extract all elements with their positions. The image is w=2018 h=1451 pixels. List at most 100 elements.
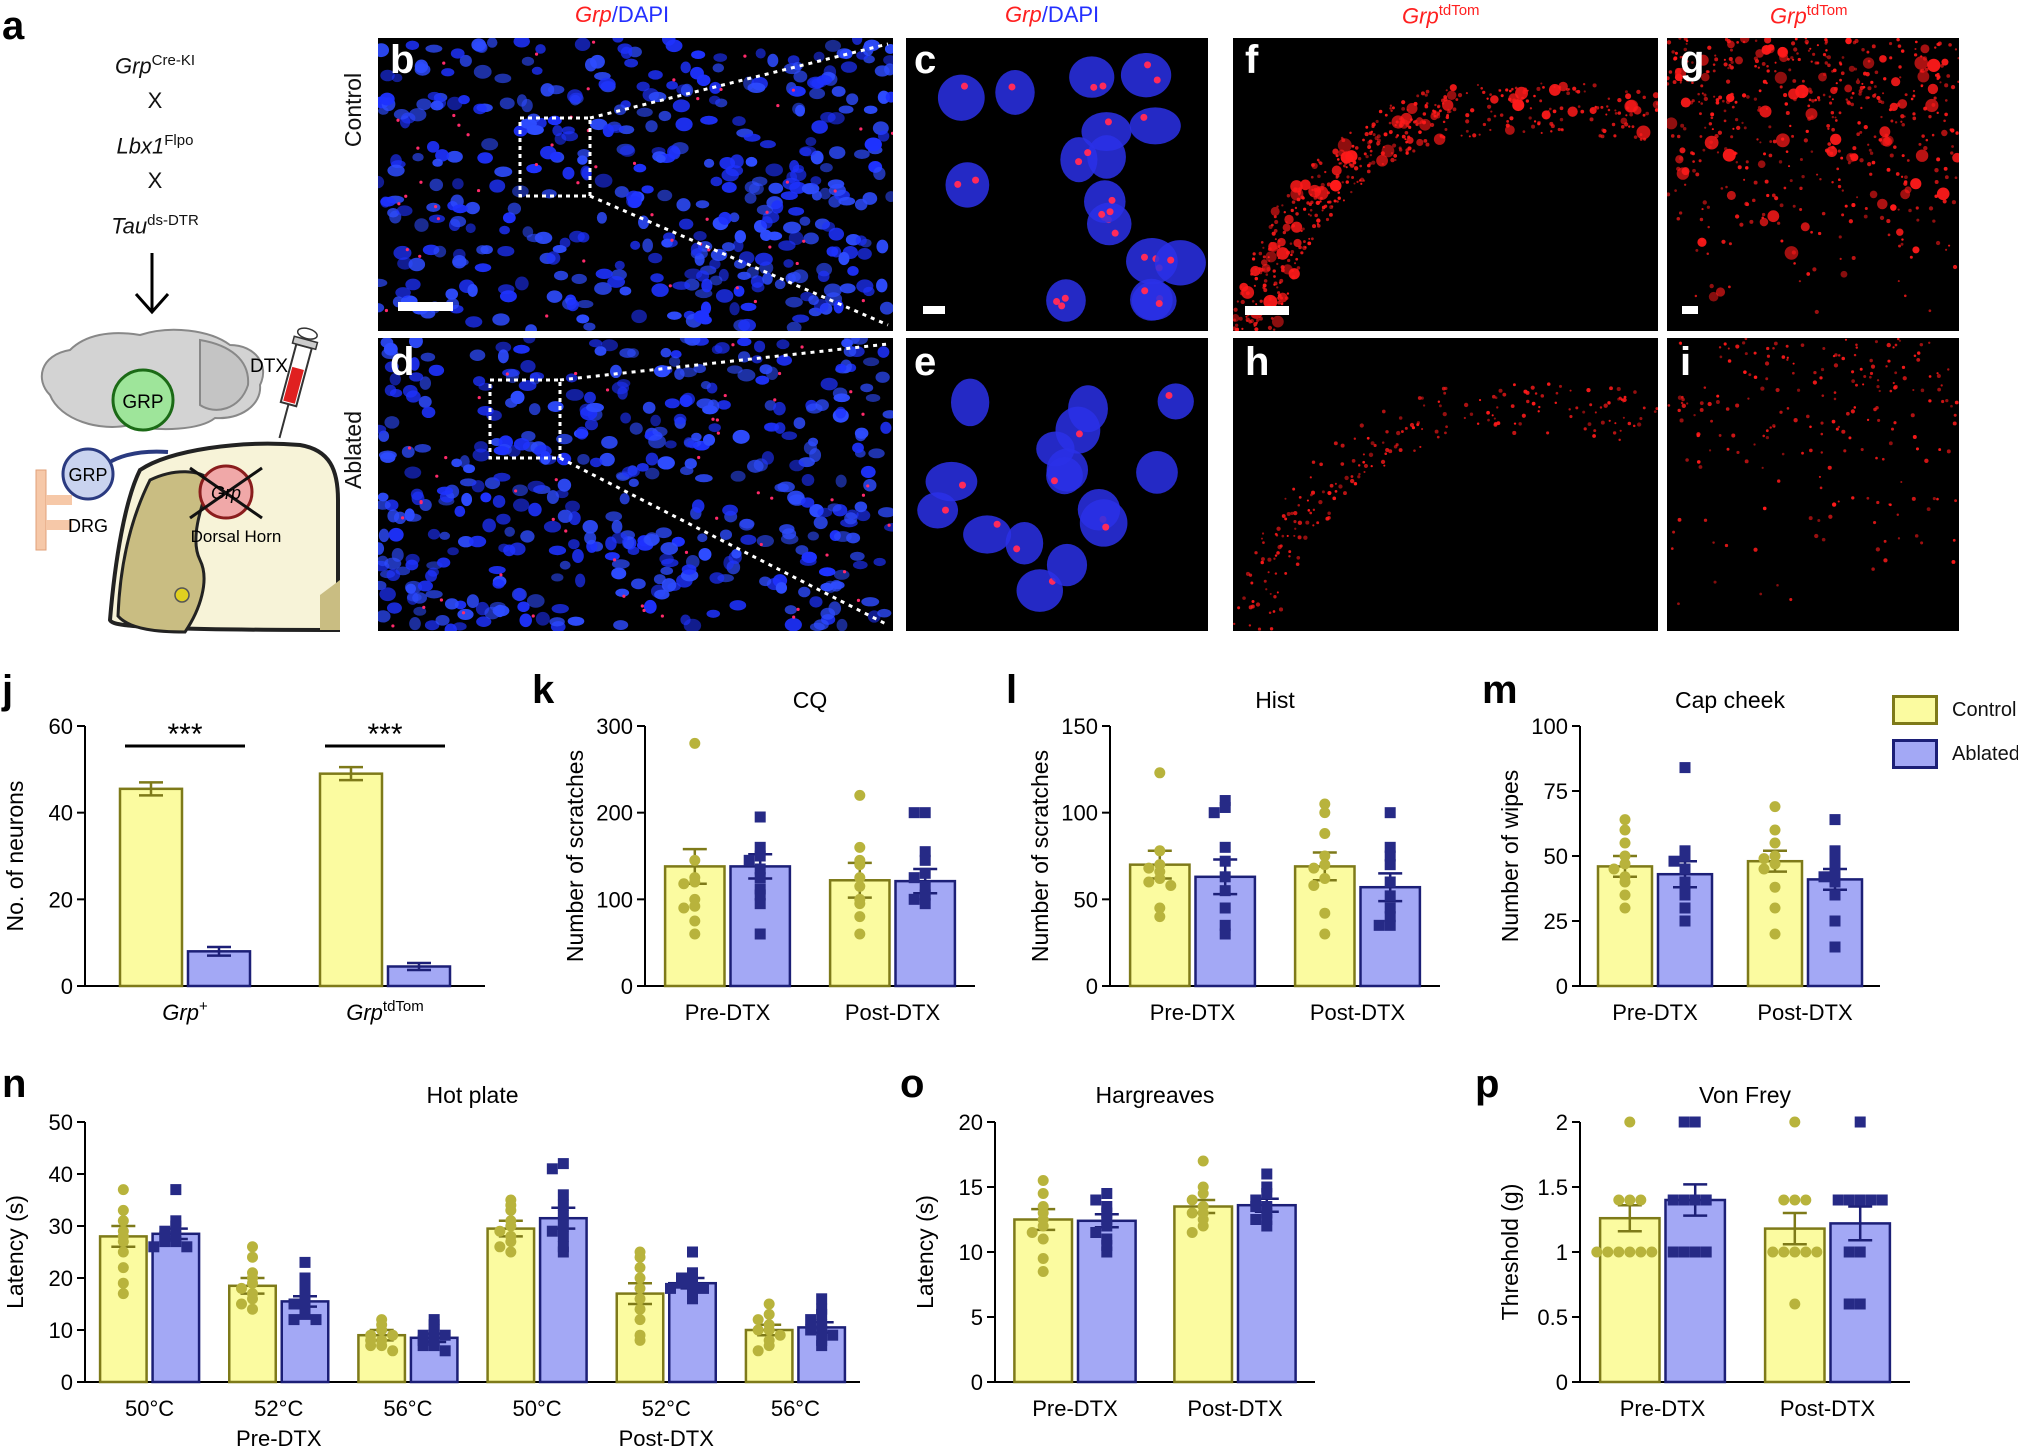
grp-puncta: [452, 113, 456, 118]
tdtom-signal: [1284, 571, 1288, 575]
tdtom-signal: [1457, 92, 1463, 98]
tdtom-signal: [1622, 416, 1625, 419]
nucleus: [409, 338, 423, 349]
nucleus: [586, 402, 604, 413]
nucleus: [721, 182, 737, 193]
nucleus: [619, 493, 630, 505]
tdtom-signal: [1716, 394, 1720, 398]
data-point: [387, 1345, 399, 1357]
nucleus: [531, 66, 543, 75]
tdtom-signal: [1366, 436, 1370, 440]
tdtom-signal: [1290, 250, 1295, 254]
tdtom-signal: [1369, 153, 1373, 157]
tdtom-signal: [1722, 148, 1736, 162]
x-tick-label: 52°C: [642, 1396, 691, 1421]
nucleus: [613, 104, 627, 116]
tdtom-signal: [1369, 149, 1373, 153]
tdtom-signal: [1398, 117, 1403, 121]
data-point: [1829, 860, 1841, 872]
data-point: [1689, 1194, 1701, 1206]
data-point: [1261, 1168, 1273, 1180]
tdtom-signal: [1350, 475, 1354, 478]
tdtom-signal: [1837, 149, 1841, 153]
data-point: [919, 854, 931, 866]
data-point: [1154, 902, 1166, 914]
nucleus: [474, 263, 492, 273]
tdtom-signal: [1396, 430, 1401, 436]
tdtom-signal: [1851, 370, 1855, 374]
tdtom-signal: [1707, 401, 1712, 407]
data-point: [1384, 890, 1396, 902]
nucleus: [519, 118, 537, 129]
nucleus: [833, 300, 844, 314]
tdtom-signal: [1839, 257, 1842, 261]
nucleus: [619, 145, 636, 157]
nucleus: [435, 149, 450, 162]
data-point: [1679, 876, 1691, 888]
grp-puncta: [743, 54, 747, 58]
nucleus: [756, 204, 773, 215]
grp-puncta: [622, 594, 626, 598]
tdtom-signal: [1303, 207, 1307, 211]
tdtom-signal: [1446, 90, 1457, 100]
tdtom-signal: [1715, 98, 1720, 102]
tdtom-signal: [1892, 346, 1895, 349]
tdtom-signal: [1814, 309, 1819, 315]
data-point: [117, 1288, 129, 1300]
tdtom-signal: [1575, 406, 1579, 410]
tdtom-signal: [1384, 452, 1388, 456]
nucleus: [486, 410, 502, 421]
y-tick-label: 40: [49, 801, 73, 826]
nucleus: [452, 258, 469, 267]
x-tick-label: Pre-DTX: [1150, 1000, 1236, 1025]
tdtom-signal: [1316, 222, 1320, 226]
grp-puncta: [1165, 391, 1173, 399]
nucleus: [719, 529, 733, 540]
tdtom-signal: [1731, 433, 1736, 438]
tdtom-signal: [1886, 167, 1891, 172]
bar: [1293, 865, 1356, 988]
tdtom-signal: [1941, 399, 1945, 404]
tdtom-signal: [1276, 205, 1279, 208]
data-point: [299, 1277, 311, 1289]
tdtom-signal: [1869, 172, 1873, 176]
tdtom-signal: [1445, 115, 1450, 120]
nucleus: [836, 618, 848, 631]
data-point: [1154, 873, 1166, 885]
tdtom-signal: [1270, 206, 1280, 216]
cell-nucleus: [937, 74, 985, 121]
tdtom-signal: [1366, 169, 1371, 174]
nucleus: [566, 298, 579, 312]
grp-puncta: [753, 299, 757, 304]
data-point: [1319, 827, 1331, 839]
tdtom-signal: [1271, 231, 1276, 236]
tdtom-signal: [1378, 109, 1383, 114]
tdtom-signal: [1683, 47, 1687, 52]
tdtom-signal: [1797, 57, 1801, 62]
tdtom-signal: [1295, 212, 1299, 216]
tdtom-signal: [1384, 113, 1388, 117]
data-point: [1219, 855, 1231, 867]
tdtom-signal: [1833, 86, 1838, 91]
nucleus: [820, 162, 833, 173]
nucleus: [494, 166, 513, 177]
tdtom-signal: [1253, 324, 1256, 328]
data-point: [689, 854, 701, 866]
tdtom-signal: [1810, 150, 1814, 153]
tdtom-signal: [1614, 422, 1617, 425]
nucleus: [844, 512, 858, 525]
tdtom-signal: [1906, 159, 1910, 162]
nucleus: [418, 395, 432, 408]
tdtom-signal: [1908, 208, 1912, 213]
tdtom-signal: [1445, 89, 1448, 92]
tdtom-signal: [1714, 57, 1719, 62]
y-tick-label: 1: [1556, 1240, 1568, 1265]
data-point: [1186, 1207, 1198, 1219]
tdtom-signal: [1813, 370, 1817, 375]
tdtom-signal: [1852, 40, 1857, 45]
tdtom-signal: [1820, 432, 1824, 436]
data-point: [908, 893, 920, 905]
tdtom-signal: [1505, 88, 1509, 92]
data-point: [1261, 1181, 1273, 1193]
tdtom-signal: [1349, 163, 1355, 168]
